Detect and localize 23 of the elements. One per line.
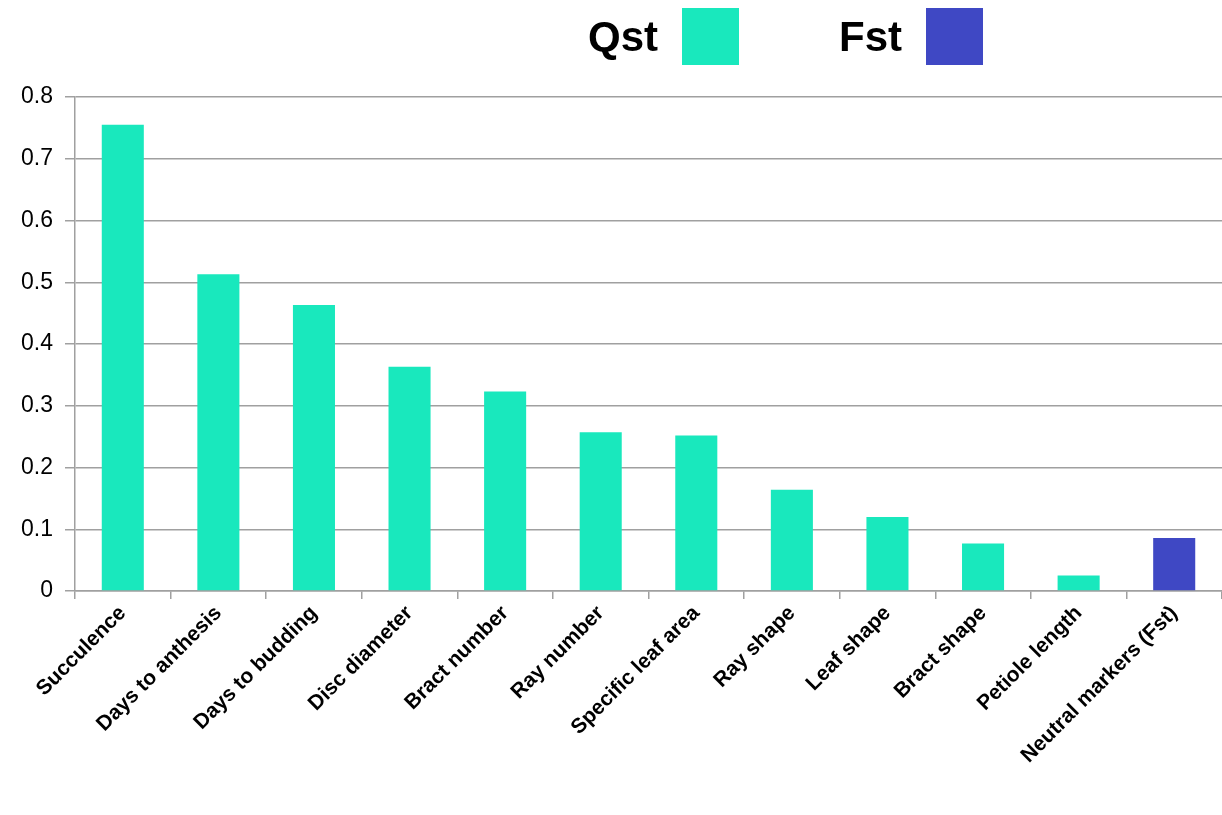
bar [579,432,622,591]
y-tick-label: 0.1 [21,514,53,541]
bar [484,391,527,591]
bar [197,274,240,591]
y-tick-label: 0.7 [21,144,53,171]
y-tick-label: 0.3 [21,391,53,418]
bar [388,366,431,591]
bar [675,435,718,591]
bar [101,124,144,591]
y-tick-label: 0.8 [21,82,53,109]
y-tick-label: 0 [40,576,53,603]
bar [962,543,1005,591]
bar [770,489,813,591]
legend-label: Qst [588,12,659,60]
y-tick-label: 0.6 [21,205,53,232]
legend-label: Fst [839,12,903,60]
bar [1057,575,1100,591]
y-tick-label: 0.4 [21,329,54,356]
bar [292,305,335,591]
bar [866,516,909,591]
bar [1153,537,1196,591]
y-tick-label: 0.2 [21,452,53,479]
y-tick-label: 0.5 [21,267,53,294]
